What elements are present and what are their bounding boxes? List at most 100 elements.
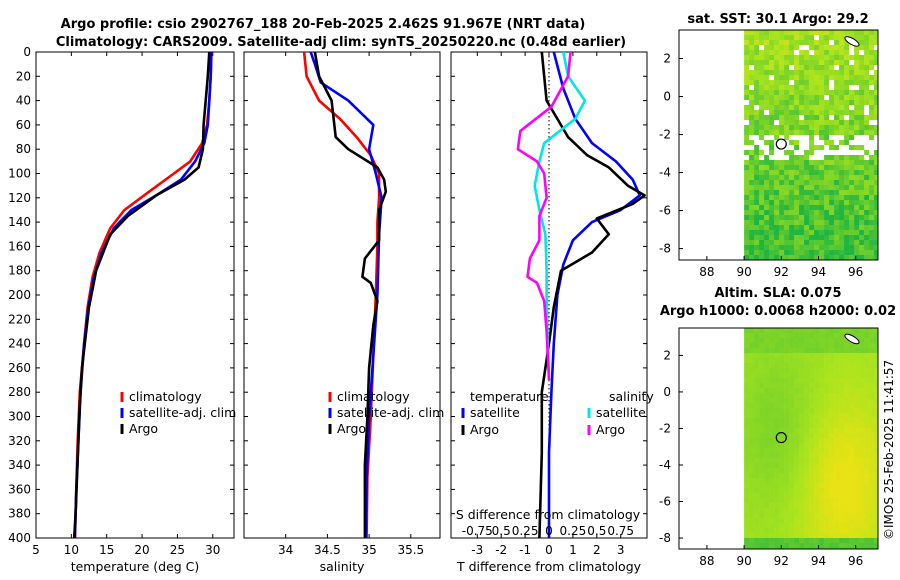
heatmap-cell	[854, 328, 860, 334]
heatmap-cell	[824, 443, 830, 449]
heatmap-cell	[814, 458, 820, 464]
heatmap-cell	[869, 40, 875, 46]
heatmap-cell	[749, 368, 755, 374]
heatmap-cell	[759, 95, 765, 101]
heatmap-cell	[749, 65, 755, 71]
heatmap-cell	[814, 363, 820, 369]
heatmap-cell	[864, 115, 870, 121]
lat-tick-label: 0	[663, 385, 671, 399]
heatmap-cell	[774, 353, 780, 359]
heatmap-cell	[844, 85, 850, 91]
heatmap-cell	[759, 378, 765, 384]
heatmap-cell	[844, 110, 850, 116]
heatmap-cell	[799, 328, 805, 334]
heatmap-cell	[754, 40, 760, 46]
heatmap-cell	[744, 60, 750, 66]
heatmap-cell	[844, 225, 850, 231]
heatmap-cell	[814, 115, 820, 121]
heatmap-cell	[859, 170, 865, 176]
heatmap-cell	[849, 210, 855, 216]
heatmap-cell	[799, 413, 805, 419]
heatmap-cell	[864, 413, 870, 419]
heatmap-cell	[749, 418, 755, 424]
heatmap-cell	[839, 363, 845, 369]
heatmap-cell	[799, 190, 805, 196]
heatmap-cell	[799, 463, 805, 469]
heatmap-cell	[789, 30, 795, 36]
heatmap-cell	[759, 220, 765, 226]
heatmap-cell	[819, 40, 825, 46]
heatmap-cell	[849, 508, 855, 514]
heatmap-cell	[759, 180, 765, 186]
heatmap-cell	[789, 453, 795, 459]
heatmap-cell	[829, 55, 835, 61]
heatmap-cell	[809, 343, 815, 349]
heatmap-cell	[869, 533, 875, 539]
argo-position-marker	[775, 431, 787, 444]
heatmap-cell	[799, 80, 805, 86]
heatmap-cell	[754, 135, 760, 141]
series-line-salinity-argo	[516, 52, 572, 381]
heatmap-cell	[749, 538, 755, 544]
heatmap-cell	[744, 478, 750, 484]
heatmap-cell	[869, 220, 875, 226]
heatmap-cell	[804, 230, 810, 236]
lon-tick-label: 88	[699, 265, 714, 279]
heatmap-cell	[779, 230, 785, 236]
heatmap-cell	[769, 468, 775, 474]
heatmap-cell	[824, 60, 830, 66]
heatmap-cell	[744, 428, 750, 434]
heatmap-cell	[794, 473, 800, 479]
heatmap-cell	[769, 353, 775, 359]
heatmap-cell	[834, 388, 840, 394]
heatmap-cell	[869, 80, 875, 86]
heatmap-cell	[784, 468, 790, 474]
heatmap-cell	[804, 333, 810, 339]
heatmap-cell	[749, 468, 755, 474]
heatmap-cell	[749, 458, 755, 464]
heatmap-cell	[809, 225, 815, 231]
heatmap-cell	[819, 333, 825, 339]
heatmap-cell	[854, 493, 860, 499]
heatmap-cell	[754, 388, 760, 394]
heatmap-cell	[744, 140, 750, 146]
heatmap-cell	[779, 40, 785, 46]
heatmap-cell	[864, 130, 870, 136]
heatmap-cell	[744, 115, 750, 121]
heatmap-cell	[794, 185, 800, 191]
heatmap-cell	[849, 483, 855, 489]
heatmap-cell	[799, 210, 805, 216]
heatmap-cell	[834, 205, 840, 211]
heatmap-cell	[764, 503, 770, 509]
heatmap-cell	[779, 165, 785, 171]
heatmap-cell	[819, 438, 825, 444]
heatmap-cell	[864, 170, 870, 176]
heatmap-cell	[859, 338, 865, 344]
heatmap-cell	[784, 353, 790, 359]
heatmap-cell	[799, 250, 805, 256]
heatmap-cell	[814, 180, 820, 186]
heatmap-cell	[769, 483, 775, 489]
heatmap-cell	[819, 50, 825, 56]
heatmap-cell	[859, 70, 865, 76]
heatmap-cell	[869, 30, 875, 36]
heatmap-cell	[769, 70, 775, 76]
heatmap-cell	[764, 403, 770, 409]
heatmap-cell	[759, 403, 765, 409]
legend-label: climatology	[129, 389, 202, 404]
heatmap-cell	[784, 483, 790, 489]
heatmap-cell	[789, 378, 795, 384]
heatmap-cell	[834, 453, 840, 459]
heatmap-cell	[799, 50, 805, 56]
heatmap-cell	[769, 528, 775, 534]
heatmap-cell	[794, 488, 800, 494]
heatmap-cell	[839, 328, 845, 334]
heatmap-cell	[844, 473, 850, 479]
heatmap-cell	[769, 513, 775, 519]
heatmap-cell	[764, 418, 770, 424]
heatmap-cell	[804, 348, 810, 354]
heatmap-cell	[854, 140, 860, 146]
heatmap-cell	[759, 110, 765, 116]
heatmap-cell	[754, 175, 760, 181]
heatmap-cell	[799, 388, 805, 394]
